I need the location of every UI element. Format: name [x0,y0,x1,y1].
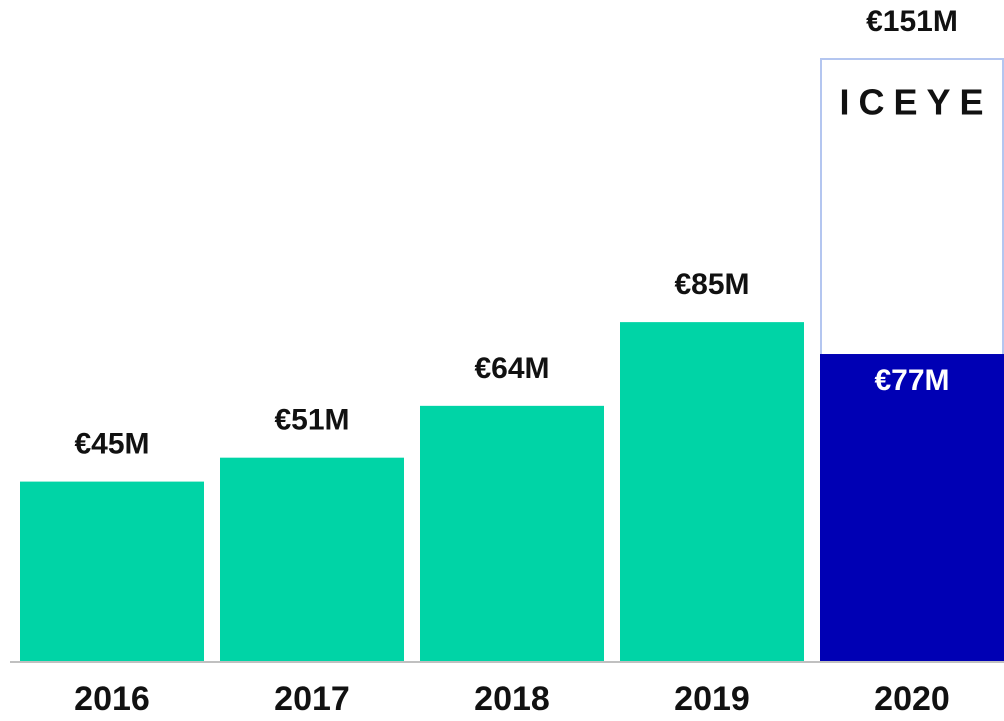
bar [220,457,404,661]
value-label: €77M [874,364,949,397]
value-label: €151M [866,5,958,38]
x-tick-label: 2020 [874,680,950,718]
value-label: €45M [74,428,149,461]
bar [820,354,1004,661]
bar [20,481,204,661]
value-label: €51M [274,404,349,437]
logo-text: ICEYE [839,82,992,123]
bar [620,322,804,661]
x-tick-label: 2018 [474,680,550,718]
x-tick-label: 2017 [274,680,350,718]
value-label: €64M [474,352,549,385]
x-tick-label: 2016 [74,680,150,718]
bar [420,405,604,661]
value-label: €85M [674,268,749,301]
x-tick-label: 2019 [674,680,750,718]
